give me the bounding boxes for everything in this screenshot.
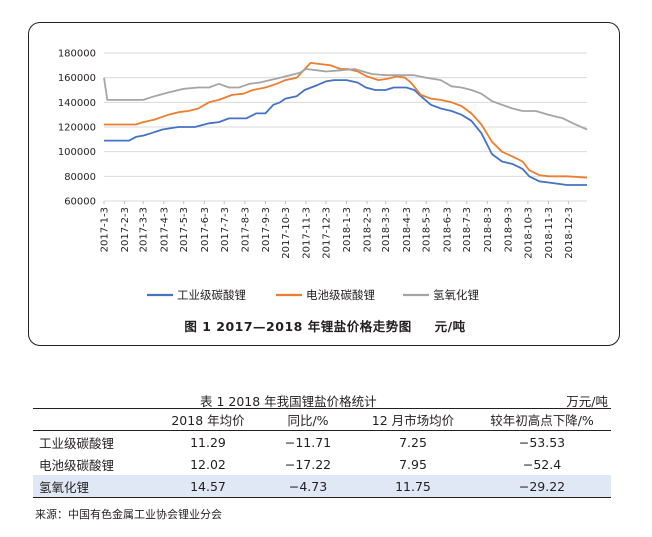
series-line [104,79,587,186]
figure-title: 图 1 2017—2018 年锂盐价格走势图 [184,319,412,334]
y-tick-label: 120000 [58,123,96,134]
x-tick-label: 2018-7-3 [462,207,473,252]
y-tick-label: 60000 [64,197,96,208]
header-cell: 12 月市场均价 [353,408,473,431]
table-title: 表 1 2018 年我国锂盐价格统计 [200,394,377,409]
figure-unit: 元/吨 [434,319,466,334]
table-row: 氢氧化锂 14.57 −4.73 11.75 −29.22 [33,475,611,498]
x-tick-label: 2017-2-3 [120,207,131,252]
x-tick-label: 2017-10-3 [281,207,292,259]
row-yoy: −4.73 [263,475,353,498]
header-cell [33,408,153,431]
row-avg: 14.57 [153,475,263,498]
row-dec: 7.95 [399,456,427,472]
source-note: 来源：中国有色金属工业协会锂业分会 [35,508,222,521]
legend-label: 氢氧化锂 [433,288,479,302]
row-avg: 12.02 [190,456,226,472]
x-tick-label: 2017-7-3 [220,207,231,252]
row-name: 氢氧化锂 [33,475,153,498]
x-tick-label: 2018-4-3 [402,207,413,252]
legend-label: 工业级碳酸锂 [177,288,246,302]
header-cell: 2018 年均价 [153,408,263,431]
y-tick-label: 100000 [58,147,96,158]
x-tick-label: 2018-5-3 [422,207,433,252]
y-tick-label: 180000 [58,49,96,60]
series-line [103,68,588,131]
x-tick-label: 2018-8-3 [483,207,494,252]
header-cell: 较年初高点下降/% [473,408,611,431]
row-dec: 7.25 [399,434,427,450]
x-tick-label: 2017-9-3 [261,207,272,252]
figure-caption: 图 1 2017—2018 年锂盐价格走势图 元/吨 [29,316,621,335]
x-tick-label: 2018-11-3 [544,207,555,259]
x-tick-label: 2017-4-3 [159,207,170,252]
x-tick-label: 2017-12-3 [321,207,332,259]
x-tick-label: 2017-8-3 [240,207,251,252]
row-name: 电池级碳酸锂 [39,457,115,473]
row-drop: −53.53 [518,434,566,450]
row-dec: 11.75 [353,475,473,498]
x-tick-label: 2018-6-3 [442,207,453,252]
x-tick-label: 2017-11-3 [301,207,312,259]
y-tick-label: 80000 [64,172,96,183]
x-tick-label: 2017-5-3 [179,207,190,252]
row-drop: −52.4 [522,456,562,472]
header-cell: 同比/% [263,408,353,431]
x-tick-label: 2017-1-3 [100,207,111,252]
x-tick-label: 2018-2-3 [363,207,374,252]
x-tick-label: 2018-1-3 [342,207,353,252]
chart-panel: 180000 160000 140000 120000 100000 80000 60000… [28,22,620,346]
y-tick-label: 160000 [58,73,96,84]
x-tick-label: 2018-9-3 [503,207,514,252]
row-name: 工业级碳酸锂 [39,435,115,451]
x-tick-label: 2018-3-3 [381,207,392,252]
x-tick-label: 2017-3-3 [139,207,150,252]
table-row: 工业级碳酸锂 11.29 −11.71 7.25 −53.53 [33,431,611,454]
row-avg: 11.29 [190,434,226,450]
x-tick-label: 2018-10-3 [523,207,534,259]
table-header-row: 2018 年均价 同比/% 12 月市场均价 较年初高点下降/% [33,408,611,431]
row-yoy: −17.22 [284,456,332,472]
table-row: 电池级碳酸锂 12.02 −17.22 7.95 −52.4 [33,453,611,475]
price-stats-table: 2018 年均价 同比/% 12 月市场均价 较年初高点下降/% 工业级碳酸锂 … [33,408,611,498]
x-tick-label: 2018-12-3 [564,207,575,259]
x-tick-label: 2017-6-3 [200,207,211,252]
row-yoy: −11.71 [284,434,332,450]
row-drop: −29.22 [473,475,611,498]
legend-label: 电池级碳酸锂 [306,288,375,302]
table-unit: 万元/吨 [566,394,608,409]
y-tick-label: 140000 [58,98,96,109]
line-chart: 180000 160000 140000 120000 100000 80000 60000… [58,49,588,302]
series-line [104,62,588,179]
